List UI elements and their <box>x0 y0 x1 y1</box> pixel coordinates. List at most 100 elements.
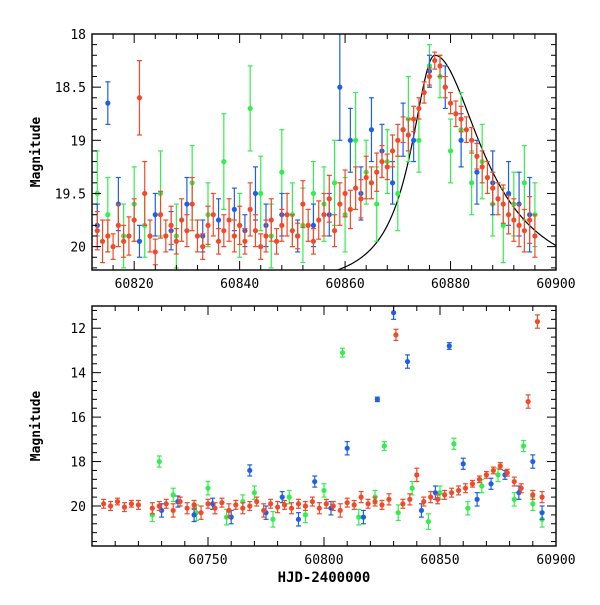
x-tick-label: 60800 <box>304 553 343 568</box>
data-point <box>453 111 459 117</box>
data-point <box>534 318 541 325</box>
data-point <box>233 502 239 508</box>
data-point <box>365 501 371 507</box>
y-tick-label: 18.5 <box>55 81 86 96</box>
data-point <box>432 490 438 496</box>
data-point <box>421 498 427 505</box>
data-point <box>539 494 545 500</box>
data-point <box>105 233 111 239</box>
data-point <box>268 217 274 223</box>
data-point <box>295 233 301 239</box>
data-marks <box>94 34 556 270</box>
data-point <box>532 233 538 239</box>
data-point <box>254 498 260 505</box>
data-point <box>231 206 237 213</box>
data-point <box>281 502 288 508</box>
data-point <box>184 228 190 234</box>
data-point <box>215 217 222 223</box>
data-point <box>527 217 533 223</box>
data-point <box>212 505 218 511</box>
data-point <box>393 332 399 338</box>
data-point <box>500 222 506 228</box>
data-point <box>474 169 480 175</box>
data-point <box>330 503 336 509</box>
data-point <box>426 73 433 80</box>
data-point <box>505 190 512 197</box>
data-point <box>331 180 338 186</box>
data-point <box>516 222 522 228</box>
data-point <box>521 228 527 234</box>
data-point <box>495 196 501 202</box>
y-tick-label: 14 <box>70 367 86 382</box>
series-red <box>101 314 545 520</box>
data-point <box>247 467 253 474</box>
data-point <box>379 158 385 165</box>
data-point <box>500 201 506 207</box>
data-point <box>442 492 448 498</box>
data-point <box>107 503 114 509</box>
data-point <box>135 502 141 508</box>
data-point <box>279 169 285 175</box>
data-point <box>156 503 162 509</box>
data-point <box>400 127 406 133</box>
data-point <box>247 503 253 509</box>
data-point <box>300 201 306 207</box>
data-point <box>309 498 315 505</box>
data-point <box>484 174 491 181</box>
data-point <box>389 180 396 186</box>
data-point <box>173 238 179 244</box>
data-point <box>490 467 496 474</box>
data-point <box>312 478 318 485</box>
data-point <box>469 180 475 186</box>
data-point <box>210 212 216 218</box>
x-tick-label: 60750 <box>188 553 227 568</box>
data-point <box>251 490 257 496</box>
data-point <box>286 494 292 500</box>
data-point <box>432 57 438 64</box>
data-point <box>205 485 211 491</box>
x-tick-label: 60900 <box>536 553 575 568</box>
data-point <box>99 238 106 244</box>
data-point <box>504 470 510 476</box>
data-point <box>310 238 317 244</box>
data-point <box>321 212 327 218</box>
bottom-panel: 60750 60800 60850 60900 12 14 16 18 20 Magnitude H… <box>29 305 576 586</box>
data-point <box>368 180 375 186</box>
x-tick-label: 60850 <box>420 553 459 568</box>
data-marks <box>101 306 545 530</box>
data-point <box>416 105 422 112</box>
data-point <box>258 244 264 250</box>
data-point <box>469 481 476 487</box>
data-point <box>252 190 259 197</box>
data-point <box>326 196 332 202</box>
data-point <box>421 89 427 96</box>
data-point <box>476 476 483 482</box>
data-point <box>316 505 322 511</box>
data-point <box>268 501 274 507</box>
data-point <box>105 212 111 218</box>
data-point <box>305 222 311 228</box>
data-point <box>337 84 343 90</box>
data-point <box>447 100 454 106</box>
data-point <box>279 222 285 228</box>
data-point <box>156 458 162 465</box>
top-panel: 60820 60840 60860 60880 60900 18 18.5 19 19.5 20 M… <box>29 28 576 292</box>
data-point <box>442 84 448 90</box>
data-point <box>405 132 411 138</box>
data-point <box>247 206 253 213</box>
data-point <box>221 228 227 234</box>
data-point <box>530 492 536 498</box>
data-point <box>495 472 501 478</box>
data-point <box>530 458 536 465</box>
data-point <box>455 487 462 494</box>
y-tick-label: 16 <box>70 411 86 426</box>
data-point <box>194 233 201 239</box>
data-point <box>395 137 401 143</box>
data-point <box>409 485 415 491</box>
data-point <box>323 501 329 507</box>
data-point <box>302 512 309 518</box>
data-point <box>288 505 295 511</box>
data-point <box>463 127 469 133</box>
data-point <box>136 238 143 244</box>
data-point <box>184 505 190 511</box>
